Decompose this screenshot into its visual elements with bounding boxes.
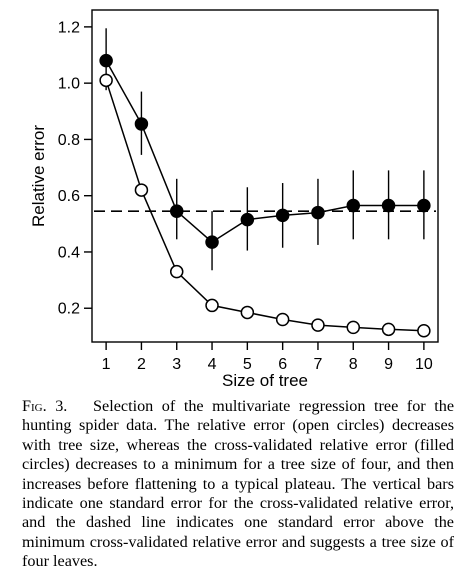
y-axis-title: Relative error [29, 125, 48, 227]
cv-relative-error-point [417, 198, 431, 213]
error-bars [105, 28, 425, 271]
cv-relative-error-point [169, 204, 184, 218]
x-tick-label: 1 [102, 356, 111, 373]
x-tick-label: 2 [137, 356, 146, 373]
x-tick-label: 4 [208, 356, 217, 373]
x-tick-label: 10 [415, 356, 433, 373]
x-tick-label: 9 [384, 356, 393, 373]
cv-relative-error-point [99, 53, 113, 68]
y-axis: 0.2 0.4 0.6 0.8 1.0 1.2 [58, 19, 92, 318]
cv-relative-error-line [105, 60, 424, 244]
plot-frame [91, 9, 439, 343]
relative-error-point [169, 264, 184, 279]
caption-text: Selection of the multivariate regression… [22, 397, 454, 571]
relative-error-point [417, 323, 431, 338]
chart: 0.2 0.4 0.6 0.8 1.0 1.2 1 2 3 4 5 6 7 8 9 10 Size of t… [29, 9, 439, 390]
x-axis: 1 2 3 4 5 6 7 8 9 10 [102, 342, 433, 373]
y-tick-label: 0.8 [58, 132, 80, 149]
x-axis-title: Size of tree [222, 371, 308, 390]
y-tick-label: 0.4 [58, 244, 80, 261]
y-tick-label: 1.2 [58, 19, 80, 36]
relative-error-point [346, 320, 361, 335]
relative-error-point [311, 318, 325, 332]
relative-error-point [381, 322, 396, 337]
cv-relative-error-point [311, 205, 325, 220]
y-tick-label: 0.2 [58, 301, 80, 318]
relative-error-point [275, 312, 290, 327]
cv-relative-error-point [205, 235, 219, 249]
x-tick-label: 3 [172, 356, 181, 373]
cv-relative-error-point [240, 212, 255, 227]
x-tick-label: 8 [349, 356, 358, 373]
figure-caption: Fig. 3. Selection of the multivariate re… [22, 397, 454, 572]
cv-relative-error-point [134, 117, 149, 131]
relative-error-point [134, 183, 149, 197]
relative-error-point [240, 305, 255, 320]
cv-relative-error-point [381, 198, 396, 213]
data-points [99, 53, 431, 338]
x-tick-label: 7 [314, 356, 323, 373]
relative-error-point [99, 73, 113, 88]
x-tick-label: 5 [243, 356, 252, 373]
x-tick-label: 6 [278, 356, 287, 373]
y-tick-label: 1.0 [58, 76, 80, 93]
relative-error-line [105, 80, 424, 332]
relative-error-point [205, 298, 219, 313]
cv-relative-error-point [275, 208, 290, 223]
cv-relative-error-point [346, 198, 361, 213]
caption-label: Fig. 3. [22, 397, 68, 415]
series-lines [105, 60, 424, 332]
y-tick-label: 0.6 [58, 188, 80, 205]
